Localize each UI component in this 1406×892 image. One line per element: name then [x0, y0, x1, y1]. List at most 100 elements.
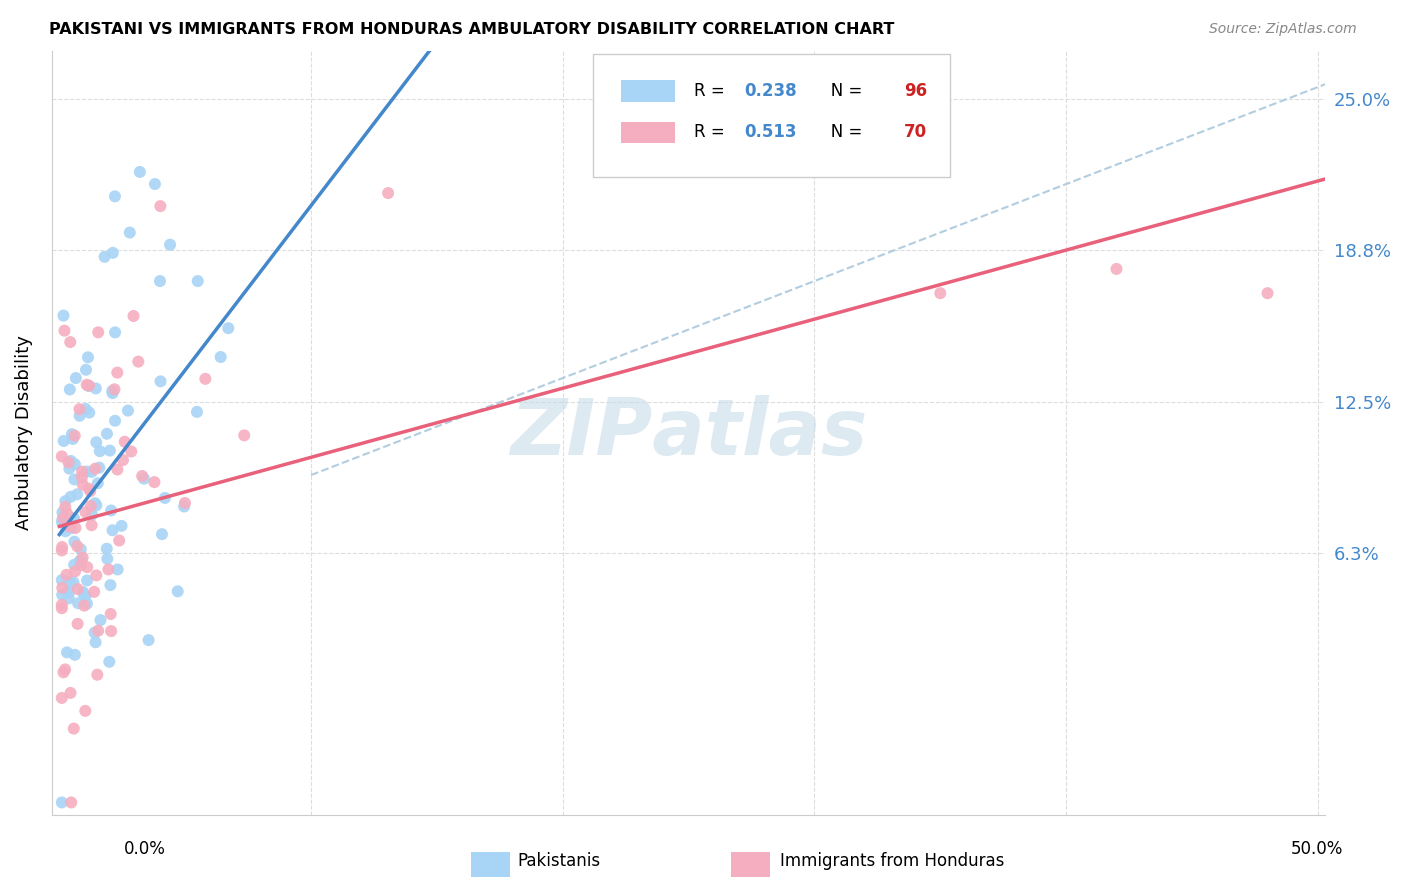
Point	[80, 508, 103, 522]
Point	[62, 511, 84, 525]
Point	[51, 450, 73, 464]
Point	[83, 625, 105, 640]
Point	[69, 409, 91, 423]
Point	[105, 366, 128, 380]
Point	[55, 494, 77, 508]
Point	[70, 554, 93, 568]
Point	[80, 518, 103, 533]
Point	[72, 477, 94, 491]
Point	[55, 524, 77, 539]
Point	[101, 386, 124, 401]
Point	[77, 482, 100, 496]
Point	[84, 496, 107, 510]
Point	[59, 686, 82, 700]
Point	[89, 613, 111, 627]
Point	[87, 326, 110, 340]
Point	[58, 455, 80, 469]
Point	[60, 427, 83, 442]
Point	[77, 351, 100, 365]
Point	[76, 560, 98, 574]
Point	[66, 487, 89, 501]
Point	[55, 585, 77, 599]
Point	[75, 704, 97, 718]
Point	[120, 444, 142, 458]
Point	[79, 484, 101, 499]
Point	[69, 542, 91, 557]
Point	[96, 551, 118, 566]
Point	[149, 199, 172, 213]
Point	[114, 434, 136, 449]
Point	[58, 519, 80, 533]
Point	[65, 521, 87, 535]
Point	[100, 503, 122, 517]
Point	[51, 543, 73, 558]
Point	[76, 574, 98, 588]
Point	[69, 554, 91, 568]
Point	[63, 648, 86, 662]
Text: PAKISTANI VS IMMIGRANTS FROM HONDURAS AMBULATORY DISABILITY CORRELATION CHART: PAKISTANI VS IMMIGRANTS FROM HONDURAS AM…	[49, 22, 894, 37]
Point	[80, 499, 103, 513]
Text: 70: 70	[904, 123, 927, 142]
Point	[51, 598, 73, 612]
Point	[63, 558, 86, 572]
Point	[59, 454, 82, 468]
Point	[84, 461, 107, 475]
Point	[52, 511, 75, 525]
Point	[53, 662, 76, 676]
Point	[149, 274, 172, 288]
Text: Immigrants from Honduras: Immigrants from Honduras	[780, 852, 1005, 870]
Point	[86, 498, 108, 512]
Text: 0.513: 0.513	[745, 123, 797, 142]
Point	[377, 186, 399, 200]
Point	[929, 286, 952, 301]
Point	[149, 375, 172, 389]
Point	[84, 635, 107, 649]
Point	[97, 562, 120, 576]
Point	[65, 371, 87, 385]
Y-axis label: Ambulatory Disability: Ambulatory Disability	[15, 335, 32, 530]
Point	[98, 655, 121, 669]
Point	[150, 527, 173, 541]
Text: 0.238: 0.238	[745, 82, 797, 100]
Point	[62, 722, 84, 736]
Point	[84, 435, 107, 450]
Point	[63, 458, 86, 472]
Point	[96, 426, 118, 441]
Point	[104, 189, 127, 203]
Point	[63, 473, 86, 487]
Point	[76, 377, 98, 392]
Text: Pakistanis: Pakistanis	[517, 852, 600, 870]
Point	[87, 624, 110, 638]
Text: R =: R =	[693, 82, 730, 100]
Point	[105, 462, 128, 476]
FancyBboxPatch shape	[621, 121, 675, 143]
Point	[59, 383, 82, 397]
Point	[110, 519, 132, 533]
Point	[186, 405, 208, 419]
Point	[77, 379, 100, 393]
Point	[138, 633, 160, 648]
Point	[62, 575, 84, 590]
Point	[53, 324, 76, 338]
Point	[217, 321, 239, 335]
Point	[76, 597, 98, 611]
Point	[1105, 261, 1128, 276]
Point	[93, 250, 115, 264]
Point	[52, 434, 75, 448]
FancyBboxPatch shape	[593, 54, 949, 177]
Point	[63, 511, 86, 525]
Point	[127, 354, 149, 368]
Text: Source: ZipAtlas.com: Source: ZipAtlas.com	[1209, 22, 1357, 37]
Text: N =: N =	[814, 123, 868, 142]
Point	[59, 490, 82, 504]
Point	[72, 550, 94, 565]
Point	[75, 363, 97, 377]
Point	[63, 534, 86, 549]
Point	[100, 624, 122, 639]
Point	[72, 587, 94, 601]
Point	[69, 554, 91, 568]
Point	[101, 245, 124, 260]
Point	[111, 453, 134, 467]
Point	[100, 607, 122, 621]
Point	[51, 601, 73, 615]
